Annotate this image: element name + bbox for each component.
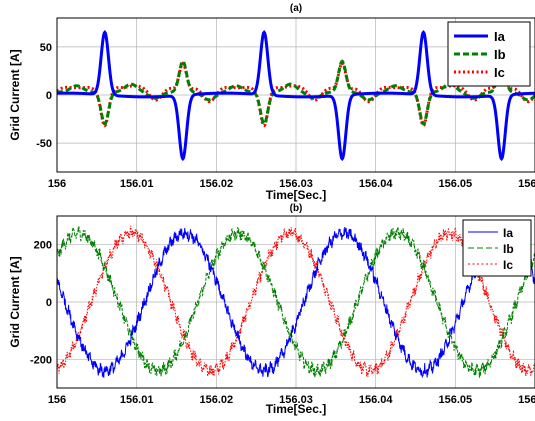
plot-frame-b bbox=[56, 215, 535, 389]
chart-panel-a: (a) 156 156.01 156.02 156.03 156.04 156.05 156… bbox=[8, 3, 535, 202]
legend-label-ib: Ib bbox=[494, 47, 506, 62]
x-tick-label: 156.02 bbox=[200, 394, 234, 406]
y-tick-label: 0 bbox=[46, 297, 52, 309]
legend-label-ic: Ic bbox=[494, 65, 505, 80]
chart-panel-b: (b) 156 156.01 156.02 156.03 156.04 156.05 156… bbox=[8, 203, 535, 416]
x-tick-label: 156.04 bbox=[359, 394, 394, 406]
y-tick-label: -50 bbox=[36, 138, 52, 150]
x-tick-label: 156 bbox=[48, 394, 66, 406]
x-axis-label-a: Time[Sec.] bbox=[266, 188, 326, 202]
x-tick-label: 156.06 bbox=[518, 394, 535, 406]
series-lines-b bbox=[56, 225, 535, 379]
x-tick-label: 156.03 bbox=[279, 178, 313, 190]
x-tick-label: 156.01 bbox=[120, 178, 154, 190]
legend-label-ib: Ib bbox=[503, 242, 514, 256]
legend-box-a bbox=[447, 21, 531, 87]
legend-a: Ia Ib Ic bbox=[447, 21, 531, 87]
legend-label-ia: Ia bbox=[494, 29, 506, 44]
series-line-ib bbox=[56, 59, 535, 126]
grid-b bbox=[56, 216, 535, 388]
series-line-ia bbox=[56, 29, 535, 162]
x-tick-labels-a: 156 156.01 156.02 156.03 156.04 156.05 156.06 bbox=[48, 178, 535, 190]
x-tick-label: 156.06 bbox=[518, 178, 535, 190]
legend-label-ia: Ia bbox=[503, 226, 513, 240]
series-line-ia bbox=[56, 226, 535, 379]
y-axis-label-a: Grid Current [A] bbox=[8, 49, 22, 140]
x-tick-label: 156.04 bbox=[359, 178, 394, 190]
chart-title-b: (b) bbox=[290, 203, 303, 214]
legend-b: Ia Ib Ic bbox=[462, 219, 532, 277]
y-tick-label: 200 bbox=[34, 240, 52, 252]
x-tick-label: 156 bbox=[48, 178, 66, 190]
x-tick-labels-b: 156 156.01 156.02 156.03 156.04 156.05 156.06 bbox=[48, 394, 535, 406]
y-tick-label: -200 bbox=[30, 354, 52, 366]
y-tick-label: 0 bbox=[46, 90, 52, 102]
y-tick-label: 50 bbox=[40, 42, 52, 54]
plot-frame-a bbox=[56, 17, 535, 173]
x-tick-label: 156.05 bbox=[439, 178, 473, 190]
x-tick-label: 156.02 bbox=[200, 178, 234, 190]
legend-label-ic: Ic bbox=[503, 258, 513, 272]
series-line-ic bbox=[56, 225, 535, 377]
x-tick-label: 156.05 bbox=[439, 394, 473, 406]
series-line-ib bbox=[56, 226, 535, 378]
y-axis-label-b: Grid Current [A] bbox=[8, 256, 22, 347]
series-lines-a bbox=[56, 29, 535, 162]
y-tick-labels-b: 200 0 -200 bbox=[30, 240, 52, 367]
x-tick-label: 156.03 bbox=[279, 394, 313, 406]
x-tick-label: 156.01 bbox=[120, 394, 154, 406]
chart-title-a: (a) bbox=[290, 3, 302, 14]
y-tick-labels-a: 50 0 -50 bbox=[36, 42, 52, 150]
x-axis-label-b: Time[Sec.] bbox=[266, 402, 326, 416]
